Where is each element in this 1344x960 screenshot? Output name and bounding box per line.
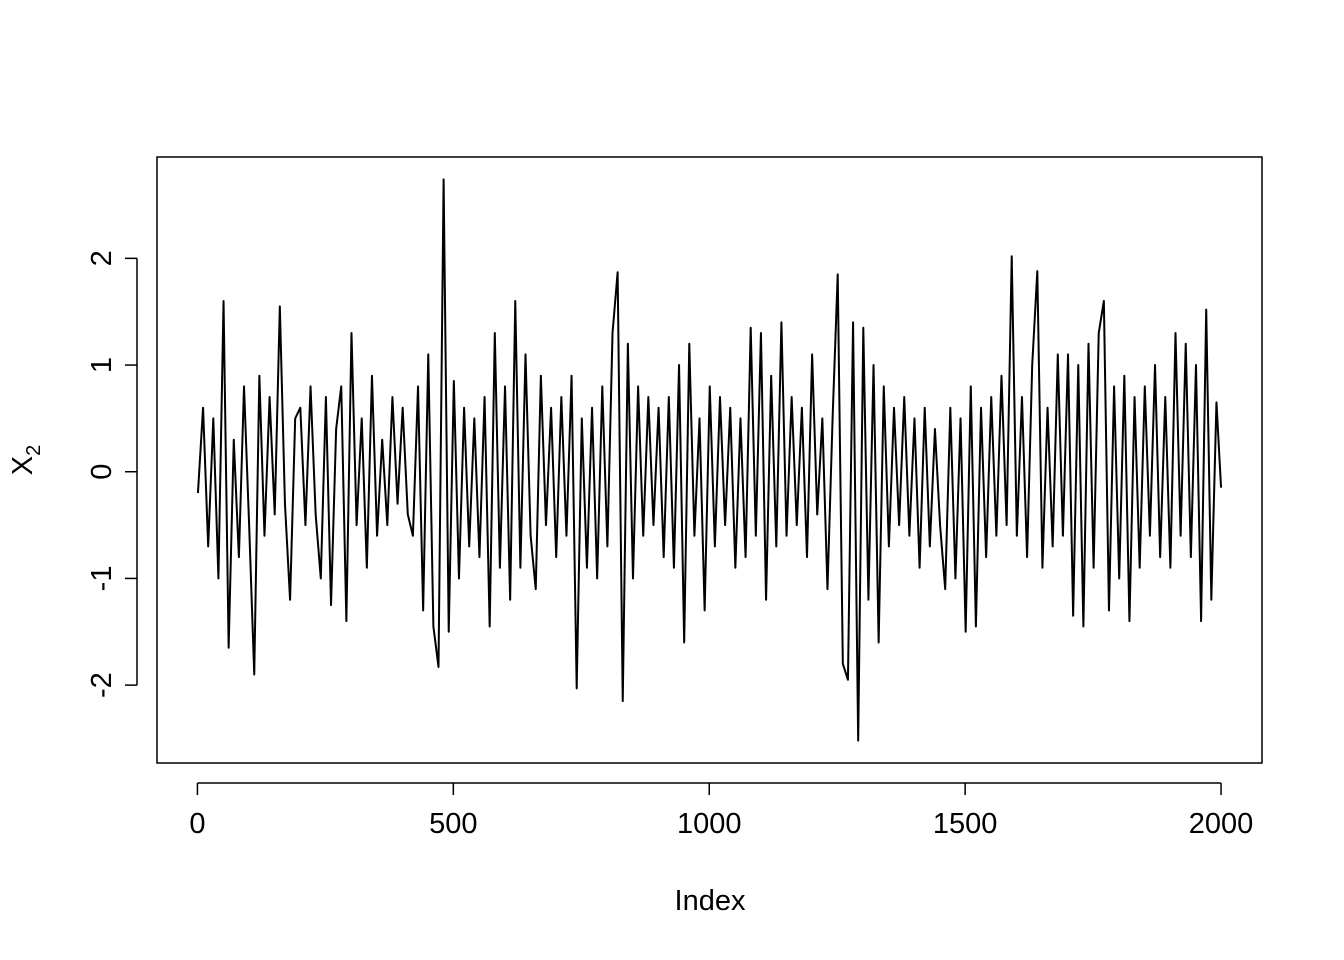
x-tick-label: 1000	[677, 808, 742, 840]
x-tick-label: 1500	[933, 808, 998, 840]
y-label-subscript: 2	[23, 445, 45, 456]
y-tick-label: 1	[86, 357, 118, 373]
y-tick-label: -2	[86, 672, 118, 698]
x-tick-label: 0	[189, 808, 205, 840]
y-tick-label: 2	[86, 250, 118, 266]
y-label-text: X	[7, 456, 39, 475]
x-tick-label: 2000	[1189, 808, 1254, 840]
y-tick-label: 0	[86, 464, 118, 480]
plot-box	[156, 156, 1263, 764]
series-line	[196, 178, 1223, 742]
x-tick-label: 500	[429, 808, 477, 840]
y-axis-label: X2	[7, 445, 45, 475]
y-tick-label: -1	[86, 566, 118, 592]
x-axis-label: Index	[675, 885, 746, 917]
